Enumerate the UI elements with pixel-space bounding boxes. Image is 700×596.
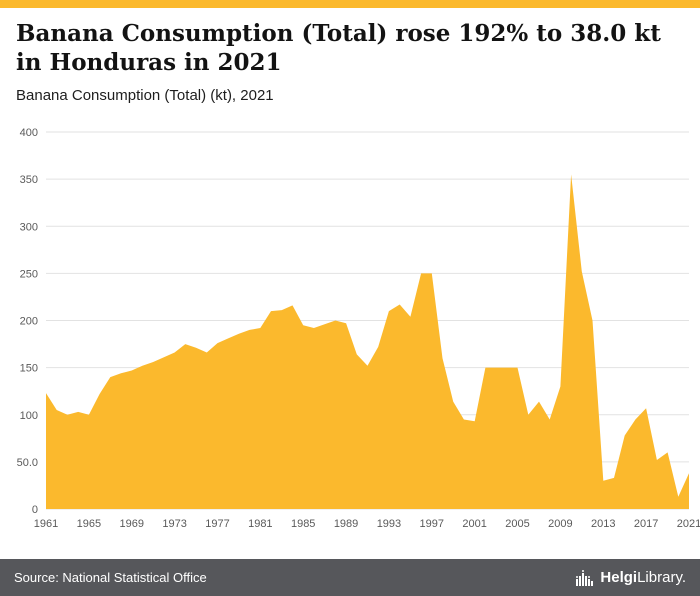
svg-text:350: 350 <box>20 174 38 186</box>
svg-text:1989: 1989 <box>334 518 358 530</box>
svg-text:300: 300 <box>20 221 38 233</box>
svg-text:1985: 1985 <box>291 518 315 530</box>
helgi-logo: HelgiLibrary. <box>576 569 686 586</box>
svg-text:1961: 1961 <box>34 518 58 530</box>
svg-text:2021: 2021 <box>677 518 700 530</box>
svg-text:250: 250 <box>20 268 38 280</box>
svg-text:150: 150 <box>20 362 38 374</box>
svg-text:2001: 2001 <box>462 518 486 530</box>
source-text: Source: National Statistical Office <box>14 570 207 585</box>
svg-text:200: 200 <box>20 315 38 327</box>
svg-text:1997: 1997 <box>420 518 444 530</box>
svg-text:1981: 1981 <box>248 518 272 530</box>
svg-text:2005: 2005 <box>505 518 529 530</box>
page-title: Banana Consumption (Total) rose 192% to … <box>16 20 661 76</box>
header: Banana Consumption (Total) rose 192% to … <box>0 8 700 104</box>
svg-text:50.0: 50.0 <box>17 456 38 468</box>
svg-text:2017: 2017 <box>634 518 658 530</box>
svg-text:400: 400 <box>20 127 38 139</box>
svg-text:1969: 1969 <box>119 518 143 530</box>
svg-text:1993: 1993 <box>377 518 401 530</box>
svg-text:1965: 1965 <box>77 518 101 530</box>
consumption-area-chart: 0 50.0 100 150 200 250 300 350 400 1961 1965 1969 19… <box>17 127 700 530</box>
svg-text:1977: 1977 <box>205 518 229 530</box>
svg-text:1973: 1973 <box>162 518 186 530</box>
helgi-logo-text: HelgiLibrary. <box>600 569 686 586</box>
logo-helgi: Helgi <box>600 569 638 586</box>
svg-text:0: 0 <box>32 504 38 516</box>
svg-text:2009: 2009 <box>548 518 572 530</box>
helgi-logo-icon <box>576 569 594 586</box>
chart-area: 0 50.0 100 150 200 250 300 350 400 1961 1965 1969 19… <box>0 104 700 560</box>
accent-bar <box>0 0 700 8</box>
svg-text:100: 100 <box>20 409 38 421</box>
footer: Source: National Statistical Office Helg… <box>0 559 700 596</box>
svg-text:2013: 2013 <box>591 518 615 530</box>
logo-library: Library. <box>637 569 686 586</box>
chart-subtitle: Banana Consumption (Total) (kt), 2021 <box>16 86 274 104</box>
